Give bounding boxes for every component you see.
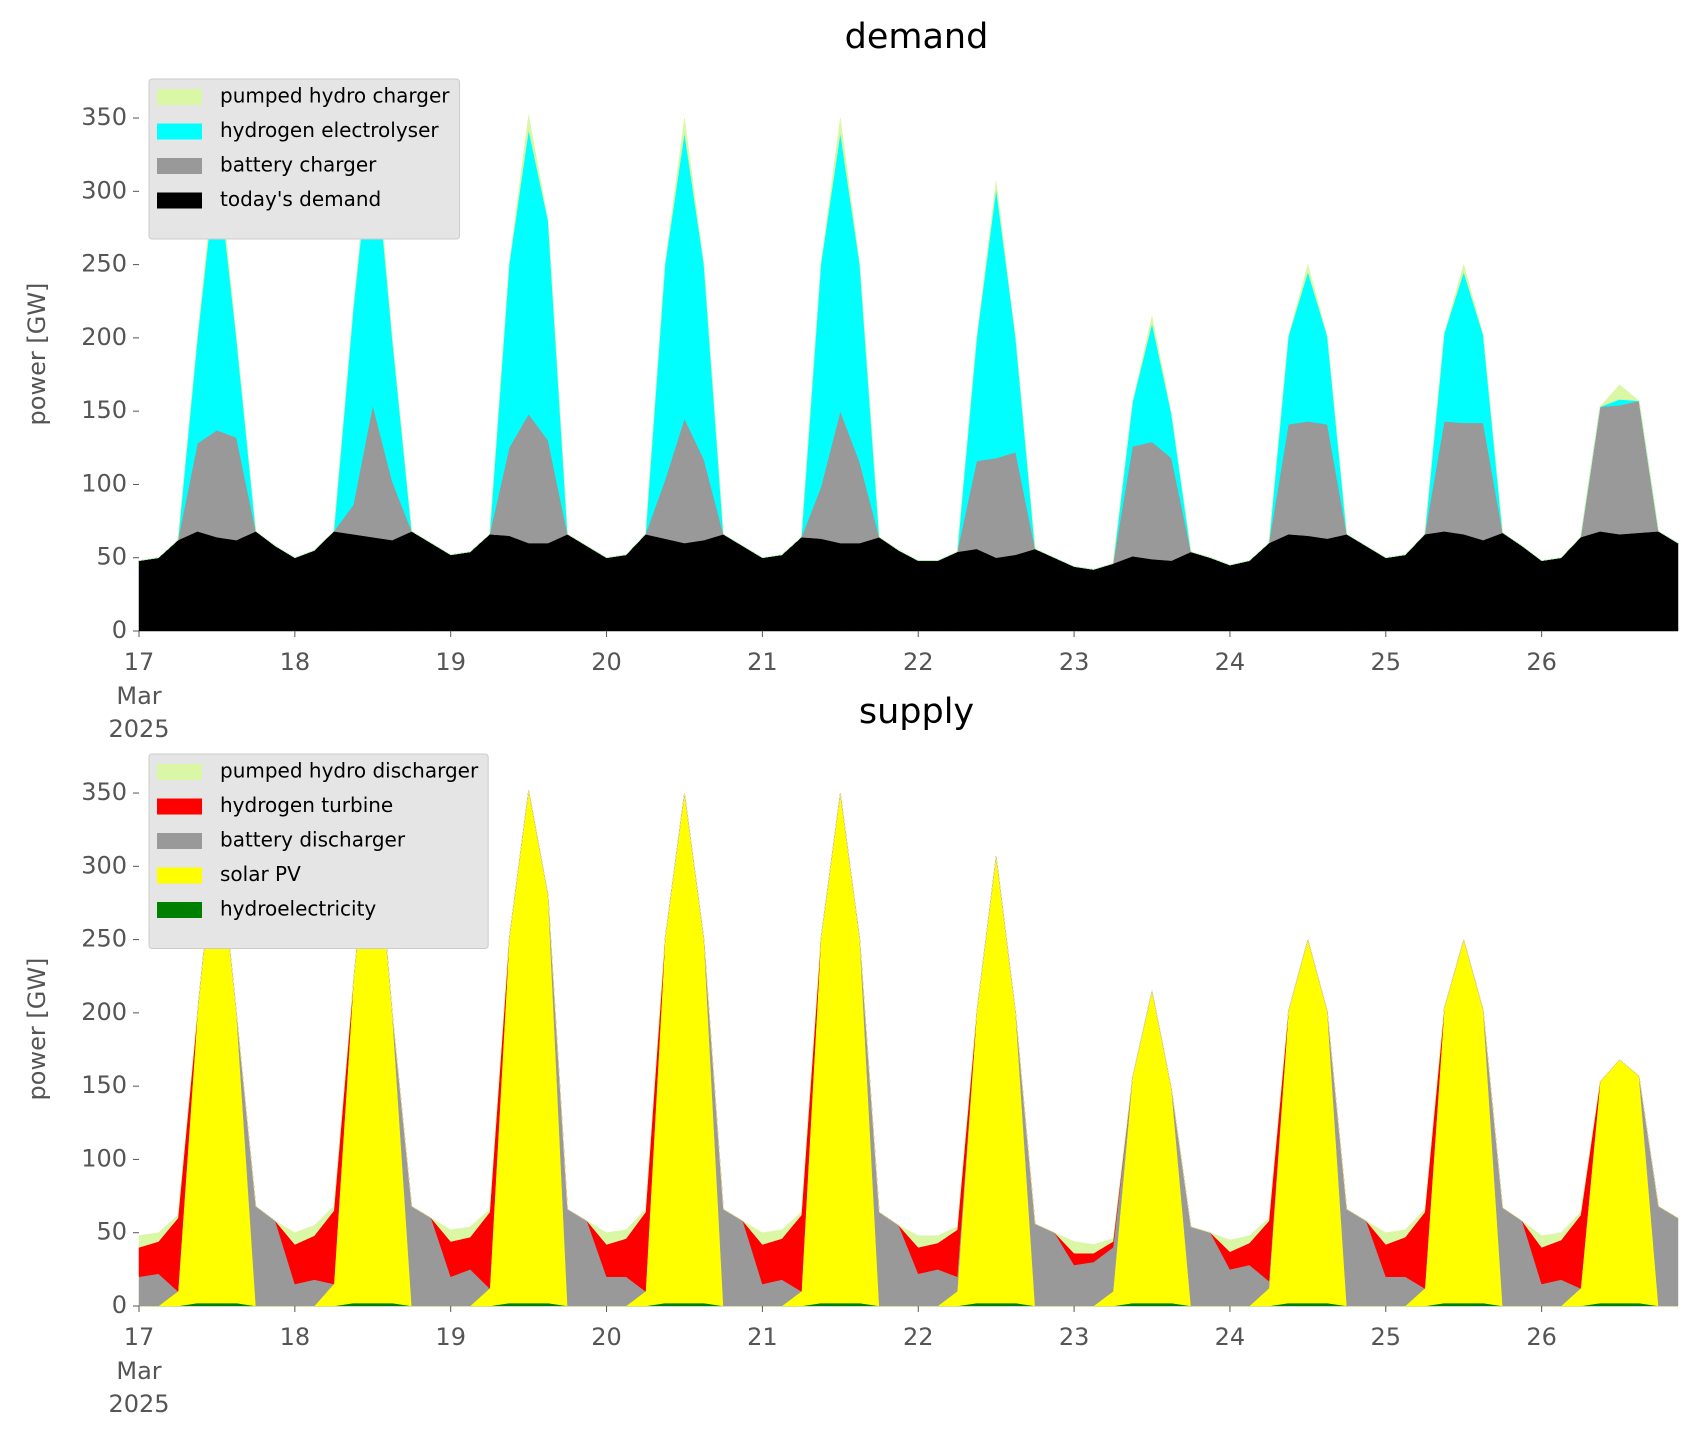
x-date-label: Mar — [116, 682, 161, 710]
legend-label: pumped hydro charger — [220, 84, 450, 108]
legend-label: today's demand — [220, 187, 381, 211]
x-tick-label: 23 — [1059, 1323, 1090, 1351]
legend-swatch — [157, 764, 202, 780]
y-tick-label: 0 — [112, 1291, 127, 1319]
legend-swatch — [157, 158, 202, 174]
y-tick-label: 50 — [96, 543, 127, 571]
x-tick-label: 25 — [1371, 648, 1402, 676]
y-tick-label: 250 — [81, 925, 127, 953]
y-tick-label: 350 — [81, 103, 127, 131]
legend-box — [148, 753, 489, 949]
x-tick-label: 20 — [591, 1323, 622, 1351]
chart-title: demand — [845, 17, 989, 57]
y-tick-label: 300 — [81, 851, 127, 879]
y-tick-label: 50 — [96, 1218, 127, 1246]
x-tick-label: 17 — [124, 1323, 155, 1351]
legend-swatch — [157, 123, 202, 140]
x-tick-label: 26 — [1526, 648, 1557, 676]
x-tick-label: 19 — [435, 1323, 466, 1351]
x-tick-label: 21 — [747, 648, 778, 676]
x-tick-label: 22 — [903, 648, 934, 676]
y-tick-label: 150 — [81, 1071, 127, 1099]
y-tick-label: 250 — [81, 250, 127, 278]
x-date-label: 2025 — [108, 1390, 169, 1418]
x-date-label: 2025 — [108, 715, 169, 743]
x-tick-label: 23 — [1059, 648, 1090, 676]
y-tick-label: 100 — [81, 469, 127, 497]
y-axis-label: power [GW] — [23, 283, 51, 426]
y-tick-label: 350 — [81, 778, 127, 806]
y-tick-label: 0 — [112, 616, 127, 644]
legend-box — [148, 78, 461, 240]
x-tick-label: 26 — [1526, 1323, 1557, 1351]
x-tick-label: 22 — [903, 1323, 934, 1351]
legend-label: solar PV — [220, 862, 301, 886]
chart-title: supply — [859, 692, 974, 732]
legend: pumped hydro discharger hydrogen turbine b… — [148, 753, 489, 949]
legend-swatch — [157, 192, 202, 209]
legend-label: hydrogen electrolyser — [220, 118, 439, 142]
legend: pumped hydro charger hydrogen electrolyse… — [148, 78, 461, 240]
legend-swatch — [157, 833, 202, 849]
legend-label: hydrogen turbine — [220, 793, 393, 817]
legend-label: battery discharger — [220, 828, 406, 852]
y-tick-label: 200 — [81, 998, 127, 1026]
y-tick-label: 100 — [81, 1144, 127, 1172]
legend-swatch — [157, 89, 202, 105]
area — [138, 531, 1679, 632]
x-tick-label: 21 — [747, 1323, 778, 1351]
legend-swatch — [157, 798, 202, 815]
x-tick-label: 18 — [280, 648, 311, 676]
legend-swatch — [157, 867, 202, 884]
x-tick-label: 19 — [435, 648, 466, 676]
x-tick-label: 18 — [280, 1323, 311, 1351]
x-tick-label: 24 — [1215, 648, 1246, 676]
legend-swatch — [157, 902, 202, 918]
y-tick-label: 300 — [81, 176, 127, 204]
y-tick-label: 150 — [81, 396, 127, 424]
legend-label: battery charger — [220, 153, 377, 177]
x-date-label: Mar — [116, 1357, 161, 1385]
x-tick-label: 17 — [124, 648, 155, 676]
y-tick-label: 200 — [81, 323, 127, 351]
x-tick-label: 25 — [1371, 1323, 1402, 1351]
legend-label: hydroelectricity — [220, 897, 376, 921]
legend-label: pumped hydro discharger — [220, 759, 479, 783]
area — [138, 785, 1679, 1254]
area — [138, 110, 1679, 570]
y-axis-label: power [GW] — [23, 958, 51, 1101]
x-tick-label: 24 — [1215, 1323, 1246, 1351]
x-tick-label: 20 — [591, 648, 622, 676]
